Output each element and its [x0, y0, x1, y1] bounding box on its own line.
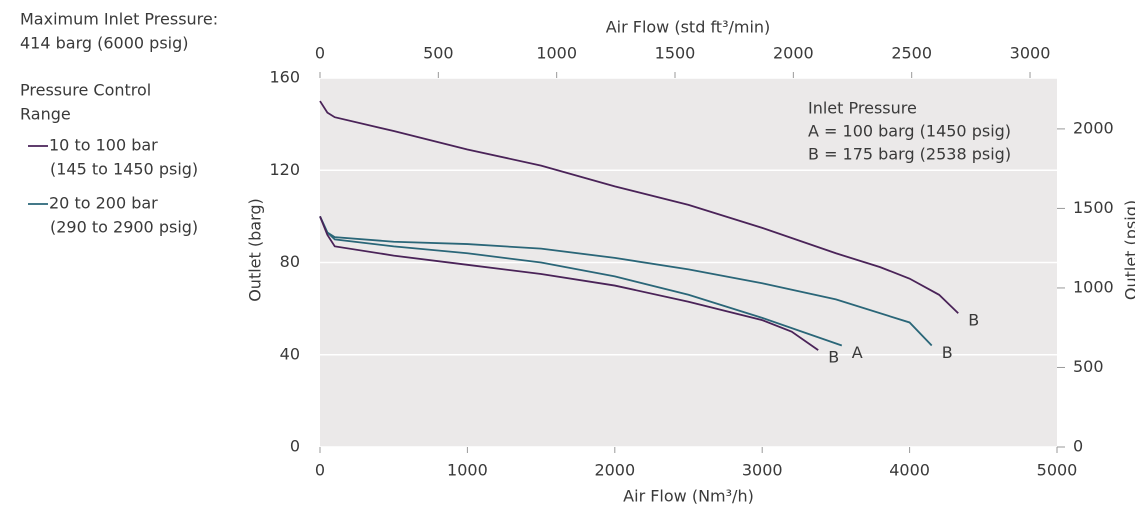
y-tick-label: 120 [269, 160, 300, 179]
y2-tick-label: 1000 [1073, 277, 1114, 296]
curve [319, 216, 819, 351]
curve-end-label: B [942, 343, 953, 362]
inlet-note: A = 100 barg (1450 psig) [808, 122, 1011, 141]
max-inlet-note: 414 barg (6000 psig) [20, 34, 189, 53]
x-axis-title: Air Flow (Nm³/h) [623, 487, 754, 506]
x-tick-label: 3000 [742, 461, 783, 480]
legend-title: Range [20, 105, 71, 124]
y-tick-label: 0 [290, 437, 300, 456]
x-tick-label: 5000 [1037, 461, 1078, 480]
legend-label: (290 to 2900 psig) [50, 218, 198, 237]
x2-tick-label: 0 [315, 44, 325, 63]
y-tick-label: 40 [280, 344, 300, 363]
x-tick-label: 0 [315, 461, 325, 480]
y2-tick-label: 500 [1073, 357, 1104, 376]
curve-end-label: B [828, 348, 839, 367]
y-tick-label: 80 [280, 252, 300, 271]
legend-title: Pressure Control [20, 81, 151, 100]
x2-tick-label: 1000 [536, 44, 577, 63]
y2-tick-label: 2000 [1073, 118, 1114, 137]
curve [319, 216, 843, 347]
max-inlet-note: Maximum Inlet Pressure: [20, 10, 218, 29]
x2-axis-title: Air Flow (std ft³/min) [606, 18, 771, 37]
y2-tick-label: 1500 [1073, 198, 1114, 217]
curve-end-label: B [968, 311, 979, 330]
y-axis-title: Outlet (barg) [246, 198, 265, 302]
curve [319, 100, 959, 314]
curve-end-label: A [852, 343, 863, 362]
legend-label: (145 to 1450 psig) [50, 160, 198, 179]
y2-tick-label: 0 [1073, 437, 1083, 456]
x2-tick-label: 2500 [891, 44, 932, 63]
y-tick-label: 160 [269, 68, 300, 87]
x2-tick-label: 2000 [773, 44, 814, 63]
x2-tick-label: 3000 [1010, 44, 1051, 63]
x-tick-label: 1000 [447, 461, 488, 480]
x-tick-label: 2000 [594, 461, 635, 480]
curve [319, 216, 933, 347]
x2-tick-label: 1500 [655, 44, 696, 63]
inlet-note: Inlet Pressure [808, 99, 917, 118]
inlet-note: B = 175 barg (2538 psig) [808, 145, 1011, 164]
legend-label: 10 to 100 bar [49, 136, 158, 155]
legend-label: 20 to 200 bar [49, 194, 158, 213]
x2-tick-label: 500 [423, 44, 454, 63]
x-tick-label: 4000 [889, 461, 930, 480]
y2-axis-title: Outlet (psig) [1122, 200, 1135, 300]
